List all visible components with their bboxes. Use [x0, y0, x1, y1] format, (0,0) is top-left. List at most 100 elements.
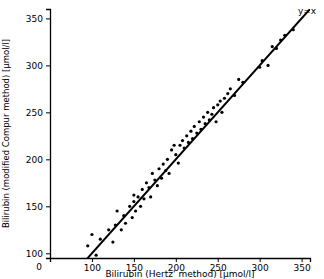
data-point [142, 197, 145, 200]
tick-mark [46, 206, 50, 207]
data-point [99, 238, 102, 241]
x-axis-title: Bilirubin (Hertz' method) [µmol/l] [105, 269, 254, 279]
tick: 300 [26, 61, 50, 71]
data-point [219, 99, 222, 102]
data-point [185, 134, 188, 137]
data-point [156, 184, 159, 187]
data-point [204, 122, 207, 125]
data-point [283, 34, 286, 37]
data-point [90, 233, 93, 236]
data-point [153, 178, 156, 181]
data-point [189, 130, 192, 133]
tick: 100 [84, 258, 101, 273]
tick: 350 [26, 14, 50, 24]
data-point [212, 106, 215, 109]
data-point [149, 195, 152, 198]
chart: 1001502002503003501001502002503003500Bil… [0, 0, 324, 279]
data-point [208, 118, 211, 121]
data-point [164, 169, 167, 172]
y-axis-title: Bilirubin (modified Compur method) [µmol… [1, 39, 11, 228]
data-point [183, 146, 186, 149]
axis-line [46, 10, 51, 259]
data-point [195, 131, 198, 134]
tick-label: 350 [26, 14, 43, 24]
data-point [95, 254, 98, 257]
data-point [128, 205, 131, 208]
data-point [114, 224, 117, 227]
data-point [174, 153, 177, 156]
data-point [160, 177, 163, 180]
data-point [191, 137, 194, 140]
data-point [258, 66, 261, 69]
data-point [177, 161, 180, 164]
data-point [132, 200, 135, 203]
data-point [214, 120, 217, 123]
reference-line-label: y=x [298, 6, 317, 16]
data-point [181, 139, 184, 142]
data-point [266, 64, 269, 67]
data-point [170, 148, 173, 151]
tick-mark [92, 258, 93, 262]
tick: 200 [26, 155, 50, 165]
data-point [173, 144, 176, 147]
data-point [145, 181, 148, 184]
tick-mark [218, 258, 219, 262]
data-point [86, 244, 89, 247]
tick-mark [302, 258, 303, 262]
data-point [162, 162, 165, 165]
data-point [292, 28, 295, 31]
data-point [229, 87, 232, 90]
tick-mark [46, 159, 50, 160]
data-point [124, 222, 127, 225]
data-point [199, 128, 202, 131]
data-point [134, 209, 137, 212]
data-point [107, 228, 110, 231]
data-point [216, 103, 219, 106]
tick-label: 200 [26, 155, 43, 165]
reference-line [79, 9, 310, 258]
data-point [120, 228, 123, 231]
tick: 350 [294, 258, 311, 273]
data-point [131, 216, 134, 219]
tick-mark [134, 258, 135, 262]
data-point [167, 172, 170, 175]
data-point [141, 188, 144, 191]
tick: 100 [26, 249, 50, 259]
data-point [151, 172, 154, 175]
plot-area [79, 9, 310, 258]
tick-label: 100 [84, 263, 101, 273]
data-point [187, 141, 190, 144]
axis-line [51, 259, 311, 263]
data-point [111, 240, 114, 243]
data-point [178, 144, 181, 147]
data-point [166, 158, 169, 161]
data-point [206, 111, 209, 114]
tick-mark [46, 253, 50, 254]
data-point [271, 45, 274, 48]
data-point [132, 193, 135, 196]
data-point [279, 38, 282, 41]
data-point [202, 115, 205, 118]
tick-mark [260, 258, 261, 262]
data-point [275, 47, 278, 50]
data-point [241, 81, 244, 84]
origin-label: 0 [36, 262, 42, 272]
data-point [115, 209, 118, 212]
data-point [220, 111, 223, 114]
data-point [210, 113, 213, 116]
data-point [233, 94, 236, 97]
data-point [261, 59, 264, 62]
tick: 250 [26, 108, 50, 118]
y-axis: 100 150 200 250 300 350 [26, 10, 51, 259]
tick-mark [46, 112, 50, 113]
tick-label: 100 [26, 249, 43, 259]
data-point [223, 97, 226, 100]
tick: 150 [26, 202, 50, 212]
data-point [122, 214, 125, 217]
tick-label: 350 [294, 263, 311, 273]
data-point [139, 205, 142, 208]
data-point [147, 186, 150, 189]
data-point [237, 78, 240, 81]
data-point [157, 167, 160, 170]
tick-mark [176, 258, 177, 262]
